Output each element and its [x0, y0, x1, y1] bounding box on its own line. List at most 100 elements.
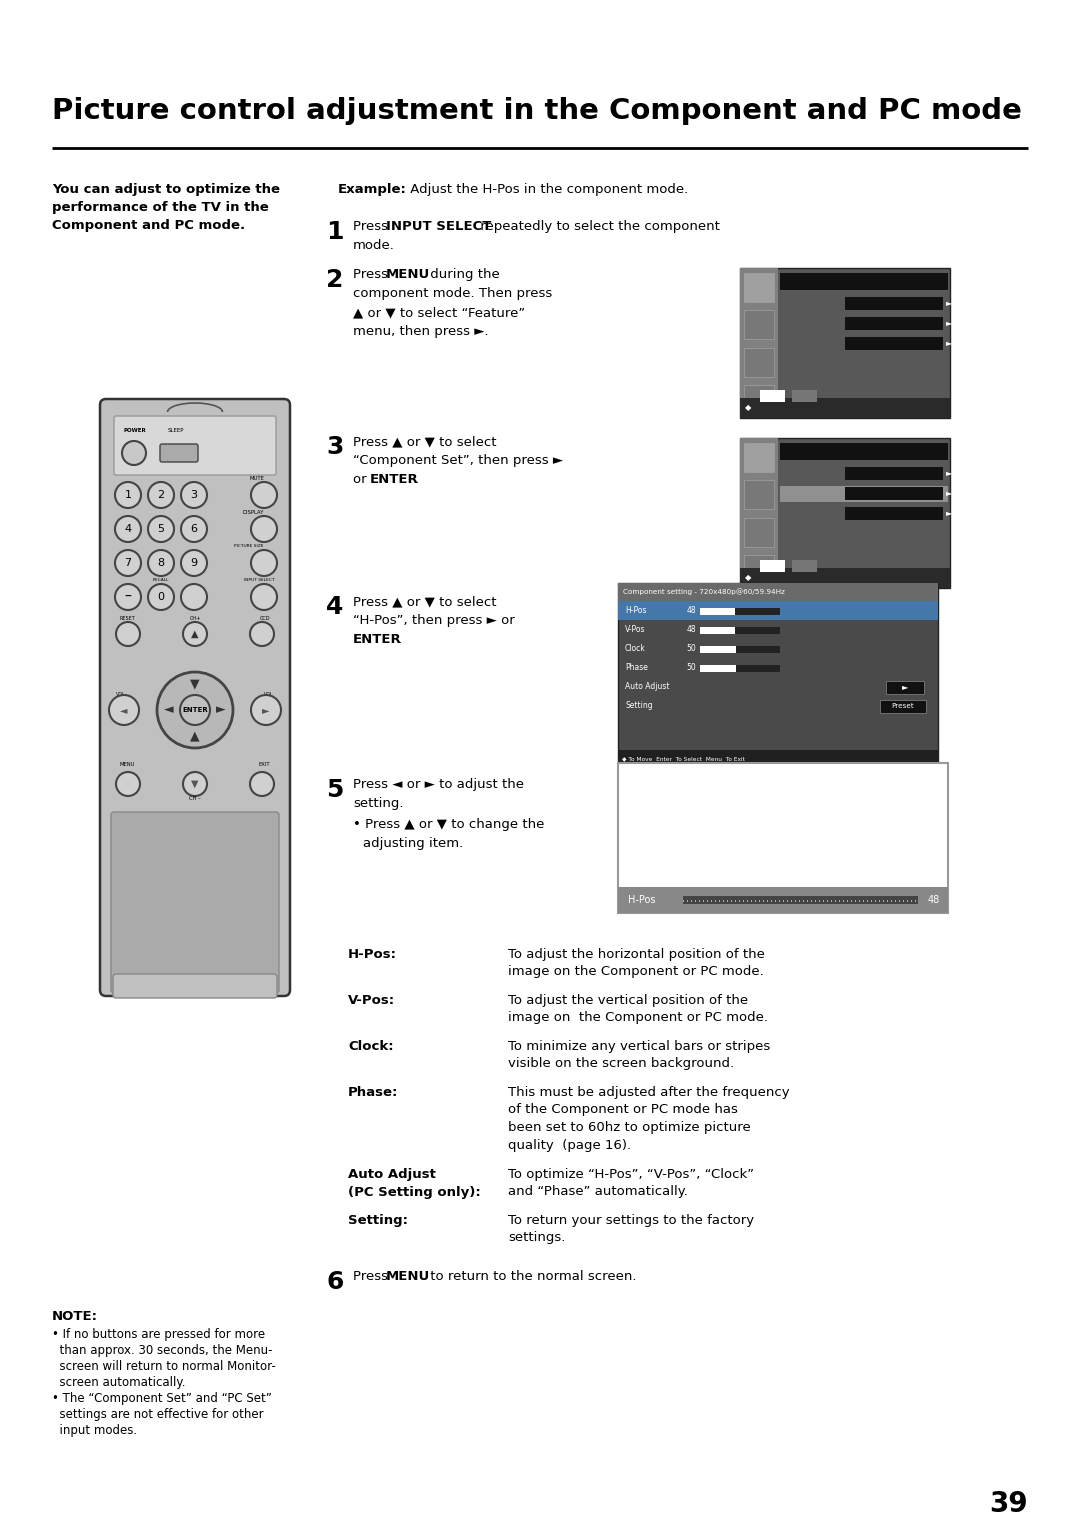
FancyBboxPatch shape	[111, 811, 279, 993]
Text: settings are not effective for other: settings are not effective for other	[52, 1407, 264, 1421]
Text: CCD: CCD	[259, 616, 270, 620]
Bar	[700, 626, 780, 634]
Bar	[886, 680, 924, 694]
Text: 3: 3	[190, 490, 198, 500]
Text: ◄: ◄	[164, 703, 174, 717]
Circle shape	[114, 481, 141, 507]
Text: adjusting item.: adjusting item.	[363, 837, 463, 850]
Circle shape	[122, 442, 146, 465]
Text: PICTURE SIZE: PICTURE SIZE	[234, 544, 264, 549]
Circle shape	[148, 550, 174, 576]
Bar	[734, 608, 780, 614]
Text: 50: 50	[686, 643, 696, 652]
Text: INPUT SELECT: INPUT SELECT	[243, 578, 274, 582]
Circle shape	[109, 695, 139, 724]
Text: MENU: MENU	[386, 267, 430, 281]
Text: screen will return to normal Monitor-: screen will return to normal Monitor-	[52, 1360, 275, 1374]
Circle shape	[114, 584, 141, 610]
Text: 48: 48	[687, 625, 696, 634]
Text: “Component Set”, then press ►: “Component Set”, then press ►	[353, 454, 563, 468]
Text: Component setting - 720x480p@60/59.94Hz: Component setting - 720x480p@60/59.94Hz	[623, 588, 785, 596]
Text: 48: 48	[687, 607, 696, 614]
Text: • If no buttons are pressed for more: • If no buttons are pressed for more	[52, 1328, 265, 1342]
Text: RESET: RESET	[120, 616, 136, 620]
Text: ENTER: ENTER	[183, 707, 207, 714]
Circle shape	[180, 695, 210, 724]
Text: ►: ►	[946, 298, 953, 307]
Text: +: +	[267, 707, 274, 717]
Bar	[740, 397, 950, 419]
Bar	[618, 584, 939, 601]
Text: This must be adjusted after the frequency
of the Component or PC mode has
been s: This must be adjusted after the frequenc…	[508, 1086, 789, 1152]
Text: 0: 0	[158, 591, 164, 602]
Bar	[792, 559, 816, 571]
Bar	[744, 555, 774, 584]
Text: ◆: ◆	[745, 573, 752, 582]
Bar	[740, 267, 778, 419]
Bar	[845, 507, 943, 520]
Text: V-Pos: V-Pos	[625, 625, 646, 634]
Text: 50: 50	[686, 663, 696, 672]
Text: MENU: MENU	[120, 762, 135, 767]
Text: H-Pos: H-Pos	[627, 895, 656, 905]
Text: 6: 6	[326, 1270, 343, 1294]
Bar	[744, 480, 774, 509]
Text: “H-Pos”, then press ► or: “H-Pos”, then press ► or	[353, 614, 515, 626]
Circle shape	[251, 584, 276, 610]
Text: than approx. 30 seconds, the Menu-: than approx. 30 seconds, the Menu-	[52, 1345, 272, 1357]
Text: .: .	[399, 633, 402, 646]
Bar	[740, 267, 950, 419]
Circle shape	[181, 516, 207, 542]
Text: CH+: CH+	[189, 616, 201, 620]
Text: Press: Press	[353, 267, 392, 281]
Text: ►: ►	[946, 318, 953, 327]
Circle shape	[181, 584, 207, 610]
Circle shape	[181, 550, 207, 576]
Text: ▲: ▲	[191, 630, 199, 639]
Text: ENTER: ENTER	[370, 474, 419, 486]
Bar	[700, 665, 780, 671]
Text: ▲: ▲	[190, 729, 200, 743]
Text: DISPLAY: DISPLAY	[243, 509, 264, 515]
Text: 5: 5	[158, 524, 164, 533]
Text: Auto Adjust: Auto Adjust	[625, 681, 670, 691]
Bar	[618, 750, 939, 769]
Text: .: .	[415, 474, 419, 486]
Bar	[880, 700, 926, 712]
Circle shape	[251, 481, 276, 507]
Bar	[618, 762, 948, 914]
FancyBboxPatch shape	[113, 973, 276, 998]
Text: CH –: CH –	[189, 796, 201, 801]
Text: 4: 4	[124, 524, 132, 533]
Text: Adjust the H-Pos in the component mode.: Adjust the H-Pos in the component mode.	[406, 183, 688, 196]
Text: performance of the TV in the: performance of the TV in the	[52, 202, 269, 214]
Bar	[734, 626, 780, 634]
Text: EXIT: EXIT	[258, 762, 270, 767]
Circle shape	[116, 622, 140, 646]
Circle shape	[114, 516, 141, 542]
Bar	[792, 390, 816, 402]
Text: MUTE: MUTE	[249, 475, 264, 480]
Text: RECALL: RECALL	[152, 578, 170, 582]
Text: Component and PC mode.: Component and PC mode.	[52, 219, 245, 232]
Text: Phase:: Phase:	[348, 1086, 399, 1099]
Bar	[845, 468, 943, 480]
Circle shape	[148, 481, 174, 507]
FancyBboxPatch shape	[160, 445, 198, 461]
Circle shape	[114, 550, 141, 576]
Text: or: or	[353, 474, 370, 486]
FancyBboxPatch shape	[100, 399, 291, 996]
Bar	[744, 274, 774, 303]
Text: 1: 1	[326, 220, 343, 244]
Text: 9: 9	[190, 558, 198, 568]
Bar	[735, 645, 780, 652]
Text: 2: 2	[326, 267, 343, 292]
Circle shape	[251, 516, 276, 542]
Circle shape	[181, 481, 207, 507]
Text: Press ◄ or ► to adjust the: Press ◄ or ► to adjust the	[353, 778, 524, 792]
Text: ►: ►	[262, 704, 270, 715]
Bar	[740, 439, 778, 588]
Text: POWER: POWER	[124, 428, 147, 432]
Bar	[744, 348, 774, 377]
Text: H-Pos:: H-Pos:	[348, 947, 397, 961]
